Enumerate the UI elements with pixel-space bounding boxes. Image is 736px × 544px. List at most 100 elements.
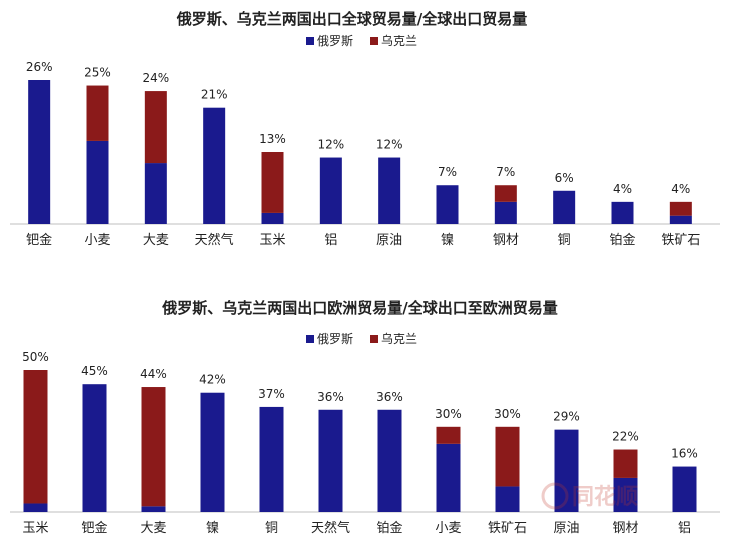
chart-1-bar-russia-6 — [378, 157, 401, 224]
chart-2-data-label-11: 16% — [671, 447, 698, 461]
watermark-logo-icon — [541, 482, 569, 510]
chart-2-data-label-3: 42% — [199, 373, 226, 387]
chart-1-bar-russia-8 — [494, 201, 517, 224]
chart-1-data-label-7: 7% — [438, 165, 457, 179]
chart-1-category-label-9: 铜 — [558, 233, 571, 248]
chart-1-data-label-3: 21% — [201, 88, 228, 102]
chart-2-bar-russia-0 — [23, 503, 48, 512]
chart-1-bar-russia-5 — [319, 157, 342, 224]
chart-1-bar-russia-11 — [669, 215, 692, 224]
chart-1-data-label-5: 12% — [317, 138, 344, 152]
chart-2-category-label-6: 铂金 — [376, 520, 402, 536]
chart-2-bar-russia-4 — [259, 406, 284, 512]
chart-2-bar-ukraine-8 — [495, 426, 520, 487]
chart-2-data-label-0: 50% — [22, 350, 49, 364]
chart-1-category-label-8: 钢材 — [493, 233, 519, 248]
chart-2-data-label-10: 22% — [612, 430, 639, 444]
chart-1-marks: 26% 钯金 25% 小麦 24% 大麦 21% 天然气 13% 玉米 12% 铝 12% 原油 7% 镍 7%… — [26, 60, 701, 248]
chart-2-bar-russia-1 — [82, 384, 107, 512]
chart-1-bar-ukraine-8 — [494, 185, 517, 202]
chart-2-data-label-5: 36% — [317, 390, 344, 404]
chart-2: 俄罗斯、乌克兰两国出口欧洲贸易量/全球出口至欧洲贸易量 俄罗斯 乌克兰 50% 玉… — [10, 299, 720, 536]
chart-1: 俄罗斯、乌克兰两国出口全球贸易量/全球出口贸易量 俄罗斯 乌克兰 26% 钯金 25… — [10, 10, 720, 248]
chart-1-data-label-4: 13% — [259, 132, 286, 146]
chart-1-bar-russia-10 — [611, 201, 634, 224]
chart-1-category-label-10: 铂金 — [609, 232, 635, 248]
chart-2-data-label-7: 30% — [435, 407, 462, 421]
chart-2-category-label-8: 铁矿石 — [488, 521, 527, 536]
chart-1-legend-label-russia: 俄罗斯 — [317, 34, 353, 48]
chart-2-marks: 50% 玉米 45% 钯金 44% 大麦 42% 镍 37% 铜 36% 天然气 36% 铂金 30% 小麦 3… — [22, 350, 698, 536]
chart-2-bar-russia-7 — [436, 443, 461, 512]
chart-1-data-label-10: 4% — [613, 182, 632, 196]
chart-2-bar-russia-9 — [554, 429, 579, 512]
chart-2-category-label-10: 钢材 — [612, 521, 638, 536]
chart-1-category-label-3: 天然气 — [195, 232, 234, 248]
watermark-logo: 同花顺 — [541, 482, 638, 510]
chart-1-category-label-6: 原油 — [376, 233, 402, 248]
chart-2-data-label-1: 45% — [81, 364, 108, 378]
chart-1-data-label-6: 12% — [376, 138, 403, 152]
chart-1-bar-russia-0 — [28, 80, 51, 224]
chart-1-data-label-1: 25% — [84, 66, 111, 80]
chart-1-bar-russia-1 — [86, 140, 109, 224]
chart-2-bar-russia-10 — [613, 477, 638, 512]
chart-2-bar-ukraine-2 — [141, 387, 166, 507]
chart-1-category-label-7: 镍 — [441, 233, 454, 248]
chart-2-bar-ukraine-0 — [23, 370, 48, 504]
chart-1-category-label-1: 小麦 — [84, 233, 110, 248]
chart-1-title: 俄罗斯、乌克兰两国出口全球贸易量/全球出口贸易量 — [176, 10, 527, 28]
chart-1-legend-swatch-russia — [306, 37, 314, 45]
chart-1-category-label-11: 铁矿石 — [661, 233, 700, 248]
chart-1-category-label-4: 玉米 — [259, 233, 285, 248]
chart-2-bar-ukraine-7 — [436, 426, 461, 444]
chart-2-legend: 俄罗斯 乌克兰 — [306, 331, 417, 346]
chart-2-bar-ukraine-10 — [613, 449, 638, 478]
chart-2-bar-russia-3 — [200, 392, 225, 512]
chart-2-legend-label-russia: 俄罗斯 — [317, 332, 353, 346]
chart-2-category-label-0: 玉米 — [22, 521, 48, 536]
chart-2-bar-russia-11 — [672, 466, 697, 512]
chart-2-legend-swatch-ukraine — [370, 335, 378, 343]
chart-2-data-label-8: 30% — [494, 407, 521, 421]
chart-2-category-label-11: 铝 — [678, 521, 691, 536]
chart-2-category-label-3: 镍 — [206, 521, 219, 536]
chart-2-data-label-9: 29% — [553, 410, 580, 424]
watermark-text: 同花顺 — [572, 484, 638, 510]
chart-2-category-label-9: 原油 — [553, 521, 579, 536]
chart-2-data-label-6: 36% — [376, 390, 403, 404]
chart-1-bar-ukraine-11 — [669, 201, 692, 216]
chart-1-data-label-11: 4% — [671, 182, 690, 196]
chart-1-bar-ukraine-2 — [144, 91, 167, 164]
chart-2-legend-swatch-russia — [306, 335, 314, 343]
chart-1-bar-ukraine-4 — [261, 152, 284, 213]
chart-1-data-label-9: 6% — [555, 171, 574, 185]
chart-1-legend-label-ukraine: 乌克兰 — [381, 33, 417, 48]
chart-2-bar-russia-5 — [318, 409, 343, 512]
chart-2-legend-label-ukraine: 乌克兰 — [381, 331, 417, 346]
chart-2-category-label-7: 小麦 — [435, 521, 461, 536]
chart-2-category-label-4: 铜 — [265, 521, 278, 536]
chart-2-category-label-2: 大麦 — [140, 521, 166, 536]
chart-2-category-label-1: 钯金 — [81, 520, 107, 536]
chart-2-data-label-2: 44% — [140, 367, 167, 381]
chart-1-category-label-2: 大麦 — [143, 233, 169, 248]
chart-1-bar-russia-2 — [144, 163, 167, 224]
chart-1-bar-russia-9 — [553, 190, 576, 224]
chart-2-category-label-5: 天然气 — [311, 520, 350, 536]
chart-2-data-label-4: 37% — [258, 387, 285, 401]
chart-1-legend-swatch-ukraine — [370, 37, 378, 45]
chart-1-legend: 俄罗斯 乌克兰 — [306, 33, 417, 48]
chart-2-bar-russia-6 — [377, 409, 402, 512]
chart-2-bar-russia-2 — [141, 506, 166, 512]
chart-1-category-label-5: 铝 — [324, 233, 337, 248]
chart-1-bar-russia-4 — [261, 212, 284, 224]
chart-1-data-label-2: 24% — [142, 71, 169, 85]
chart-1-bar-russia-3 — [203, 107, 226, 224]
chart-1-bar-russia-7 — [436, 185, 459, 224]
chart-2-bar-russia-8 — [495, 486, 520, 512]
chart-2-title: 俄罗斯、乌克兰两国出口欧洲贸易量/全球出口至欧洲贸易量 — [161, 299, 557, 317]
chart-1-category-label-0: 钯金 — [26, 232, 52, 248]
chart-1-data-label-8: 7% — [496, 165, 515, 179]
